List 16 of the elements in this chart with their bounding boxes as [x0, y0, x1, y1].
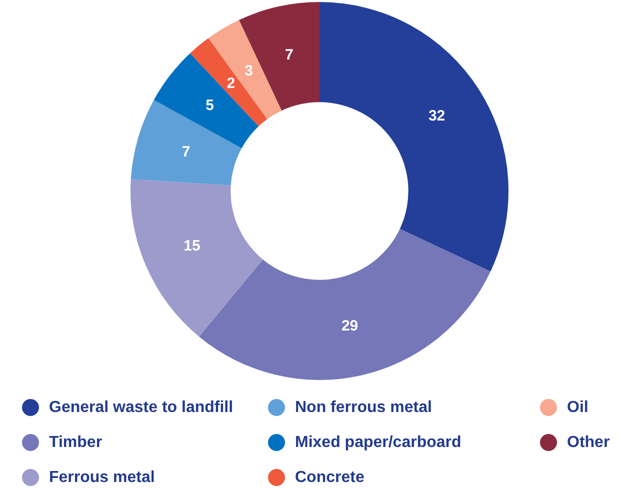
legend-label: Other	[567, 434, 610, 452]
legend-label: Concrete	[295, 468, 364, 486]
data-label: 7	[182, 143, 190, 160]
data-label: 29	[341, 318, 358, 335]
data-label: 7	[285, 46, 294, 64]
legend-label: Mixed paper/carboard	[295, 434, 462, 452]
legend-label: Non ferrous metal	[295, 398, 432, 416]
legend-label: Ferrous metal	[49, 468, 155, 486]
data-label: 15	[184, 237, 200, 254]
legend-label: Oil	[567, 398, 588, 416]
legend-label: General waste to landfill	[49, 398, 234, 416]
data-label: 3	[244, 62, 253, 80]
data-label: 5	[206, 97, 214, 114]
legend-label: Timber	[49, 434, 102, 452]
data-label: 2	[226, 75, 236, 92]
data-label: 32	[428, 108, 446, 125]
